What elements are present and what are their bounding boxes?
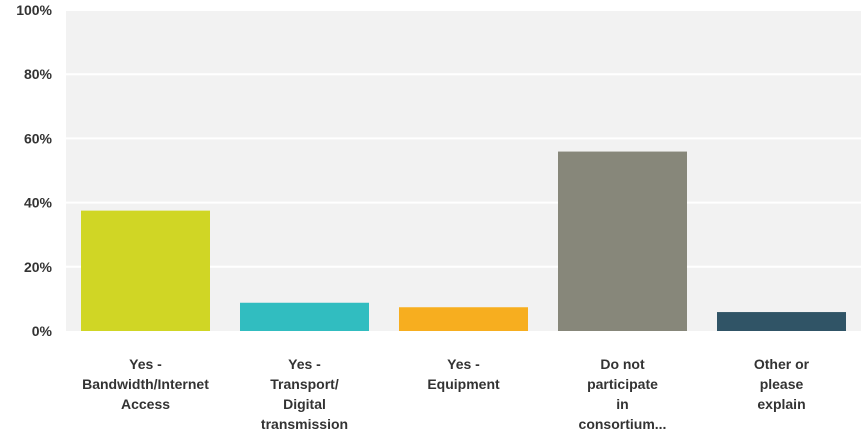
category-label-line: Other or — [754, 356, 810, 372]
bar-1[interactable] — [81, 210, 210, 331]
y-tick-label: 0% — [32, 323, 53, 339]
y-axis-ticks: 0% 20% 40% 60% 80% 100% — [16, 2, 52, 339]
y-tick-label: 80% — [24, 66, 53, 82]
y-tick-label: 40% — [24, 195, 53, 211]
bar-3[interactable] — [399, 307, 528, 331]
category-label-line: in — [616, 396, 628, 412]
category-label-line: consortium... — [579, 416, 667, 432]
bars — [81, 151, 846, 331]
category-label-line: Yes - — [447, 356, 480, 372]
category-label-line: participate — [587, 376, 658, 392]
category-label-line: explain — [757, 396, 805, 412]
bar-4[interactable] — [558, 151, 687, 331]
category-label-line: Yes - — [129, 356, 162, 372]
category-label-3: Yes - Equipment — [427, 356, 500, 392]
category-label-line: Do not — [600, 356, 645, 372]
bar-5[interactable] — [717, 312, 846, 331]
category-label-4: Do not participate in consortium... — [579, 356, 667, 432]
category-label-5: Other or please explain — [754, 356, 810, 412]
category-label-line: transmission — [261, 416, 348, 432]
category-label-2: Yes - Transport/Digital transmission — [261, 356, 348, 432]
category-label-line: Access — [121, 396, 170, 412]
category-label-line: Digital — [283, 396, 326, 412]
bar-2[interactable] — [240, 302, 369, 331]
y-tick-label: 100% — [16, 2, 52, 18]
category-label-1: Yes - Bandwidth/Internet Access — [82, 356, 209, 412]
category-label-line: Yes - — [288, 356, 321, 372]
category-label-line: Transport/ — [270, 376, 339, 392]
y-tick-label: 60% — [24, 130, 53, 146]
y-tick-label: 20% — [24, 259, 53, 275]
category-label-line: Equipment — [427, 376, 500, 392]
x-axis-labels: Yes - Bandwidth/Internet Access Yes - Transp… — [82, 356, 810, 432]
category-label-line: Bandwidth/Internet — [82, 376, 209, 392]
category-label-line: please — [760, 376, 804, 392]
